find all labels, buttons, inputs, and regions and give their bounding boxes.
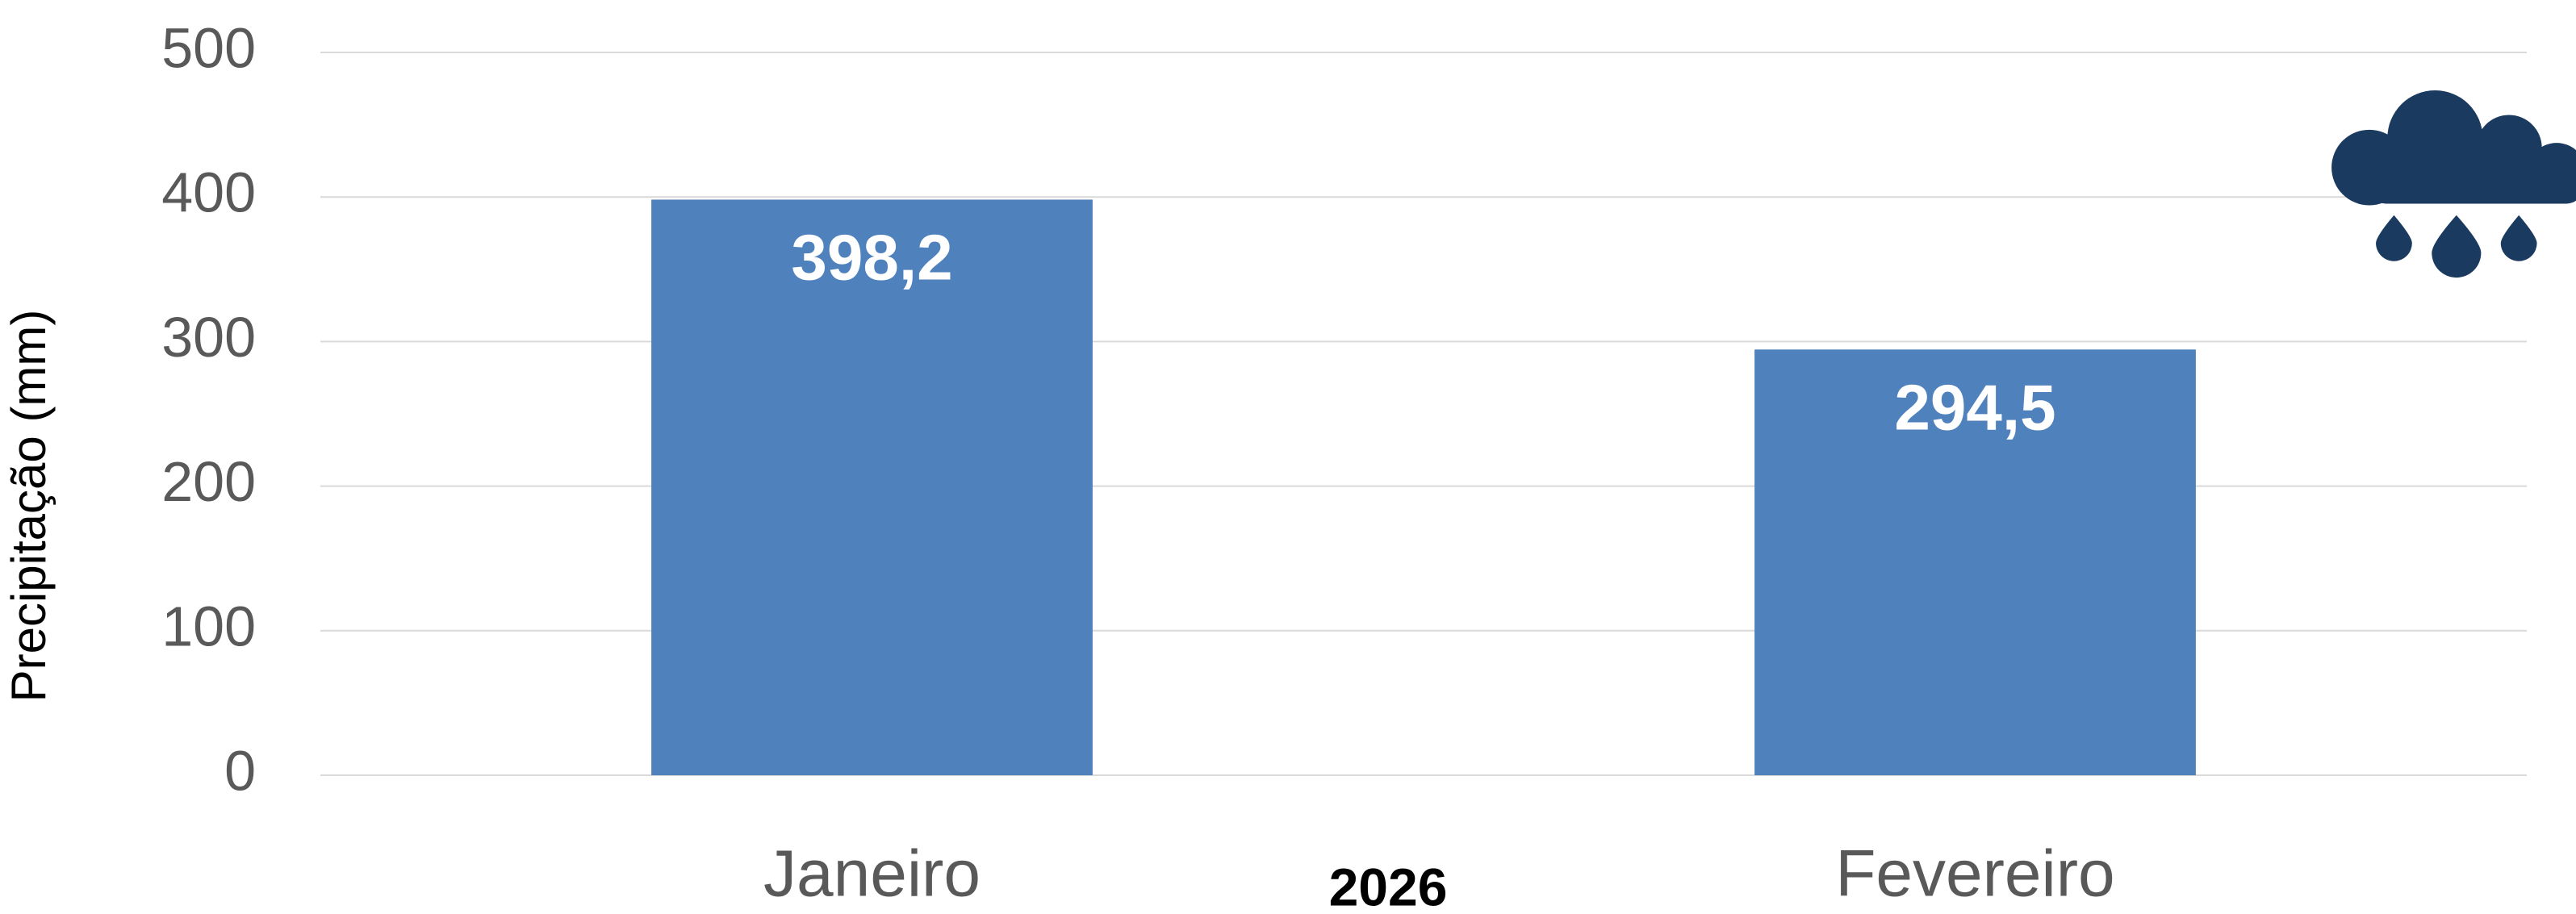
bar [651, 199, 1093, 775]
y-tick-label: 300 [161, 306, 256, 369]
bar [1754, 349, 2196, 776]
rain-icon [2331, 90, 2576, 278]
y-tick-label: 100 [161, 595, 256, 657]
y-tick-label: 400 [161, 161, 256, 224]
y-axis-label: Precipitação (mm) [2, 310, 56, 703]
value-label: 398,2 [791, 222, 952, 294]
y-tick-label: 500 [161, 16, 256, 79]
y-tick-label: 200 [161, 450, 256, 513]
x-tick-label: Fevereiro [1835, 837, 2114, 911]
y-tick-label: 0 [224, 739, 256, 802]
x-tick-label: Janeiro [763, 837, 981, 911]
value-label: 294,5 [1894, 371, 2055, 443]
x-axis-label: 2026 [1329, 857, 1448, 914]
